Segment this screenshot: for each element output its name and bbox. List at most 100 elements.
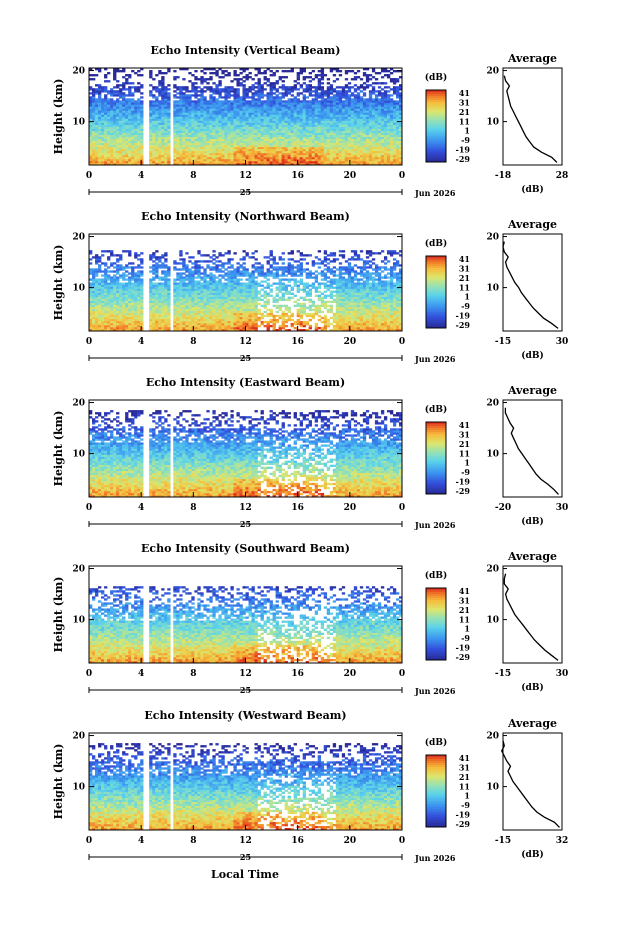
heatmap-cell (185, 150, 189, 154)
heatmap-cell (281, 80, 285, 83)
heatmap-cell (188, 140, 192, 144)
heatmap-cell (194, 96, 198, 99)
heatmap-cell (101, 122, 105, 125)
heatmap-cell (242, 158, 246, 162)
heatmap-cell (98, 152, 102, 156)
heatmap-cell (221, 118, 225, 121)
heatmap-cell (167, 138, 171, 142)
heatmap-cell (122, 296, 126, 299)
heatmap-cell (134, 100, 138, 103)
heatmap-cell (389, 108, 394, 111)
heatmap-cell (224, 136, 228, 140)
heatmap-cell (314, 92, 319, 95)
heatmap-cell (293, 128, 297, 131)
heatmap-cell (371, 108, 376, 111)
heatmap-cell (323, 134, 328, 138)
heatmap-cell (116, 162, 120, 166)
heatmap-cell (98, 290, 102, 293)
heatmap-cell (323, 142, 328, 146)
heatmap-cell (329, 162, 334, 166)
heatmap-cell (290, 126, 294, 129)
heatmap-cell (251, 136, 255, 140)
heatmap-cell (398, 152, 403, 156)
heatmap-cell (194, 134, 198, 138)
heatmap-cell (158, 84, 162, 87)
heatmap-cell (383, 108, 388, 111)
heatmap-cell (101, 148, 105, 152)
heatmap-cell (194, 108, 198, 111)
heatmap-cell (326, 106, 331, 109)
heatmap-cell (161, 150, 165, 154)
heatmap-cell (95, 292, 99, 295)
heatmap-cell (173, 262, 177, 265)
heatmap-cell (155, 114, 159, 117)
heatmap-cell (293, 160, 297, 164)
heatmap-cell (386, 140, 391, 144)
heatmap-cell (362, 112, 367, 115)
heatmap-cell (266, 108, 270, 111)
heatmap-cell (230, 100, 234, 103)
heatmap-cell (161, 284, 165, 287)
heatmap-cell (161, 88, 165, 91)
heatmap-cell (167, 84, 171, 87)
heatmap-cell (257, 158, 261, 162)
heatmap-cell (215, 132, 219, 135)
heatmap-cell (356, 102, 361, 105)
heatmap-cell (341, 122, 346, 125)
heatmap-cell (149, 292, 153, 295)
heatmap-cell (173, 104, 177, 107)
heatmap-cell (95, 268, 99, 271)
heatmap-cell (242, 114, 246, 117)
heatmap-cell (125, 128, 129, 131)
heatmap-cell (287, 144, 291, 148)
heatmap-cell (275, 138, 279, 142)
heatmap-cell (230, 94, 234, 97)
heatmap-cell (338, 140, 343, 144)
heatmap-cell (278, 106, 282, 109)
heatmap-cell (290, 88, 294, 91)
heatmap-cell (371, 148, 376, 152)
heatmap-cell (260, 156, 264, 160)
heatmap-cell (122, 122, 126, 125)
heatmap-cell (329, 86, 334, 89)
heatmap-cell (104, 286, 108, 289)
heatmap-cell (95, 90, 99, 93)
heatmap-cell (242, 138, 246, 142)
heatmap-cell (110, 104, 114, 107)
heatmap-cell (221, 136, 225, 140)
heatmap-cell (377, 98, 382, 101)
heatmap-cell (101, 278, 105, 281)
heatmap-cell (275, 90, 279, 93)
heatmap-cell (383, 138, 388, 142)
heatmap-cell (137, 148, 141, 152)
heatmap-cell (347, 156, 352, 160)
heatmap-cell (302, 132, 306, 135)
heatmap-cell (395, 94, 400, 97)
heatmap-cell (158, 146, 162, 150)
heatmap-cell (257, 106, 261, 109)
heatmap-cell (152, 292, 156, 295)
heatmap-cell (164, 120, 168, 123)
heatmap-cell (89, 86, 93, 89)
heatmap-cell (125, 104, 129, 107)
heatmap-cell (116, 118, 120, 121)
heatmap-cell (116, 300, 120, 304)
heatmap-cell (227, 132, 231, 135)
heatmap-cell (113, 116, 117, 119)
heatmap-cell (257, 132, 261, 135)
heatmap-cell (230, 90, 234, 93)
heatmap-cell (254, 98, 258, 101)
heatmap-cell (233, 78, 237, 81)
heatmap-cell (362, 88, 367, 91)
heatmap-cell (206, 150, 210, 154)
heatmap-cell (272, 152, 276, 156)
heatmap-cell (176, 160, 180, 164)
heatmap-cell (398, 112, 403, 115)
heatmap-cell (185, 128, 189, 131)
heatmap-cell (254, 154, 258, 158)
heatmap-cell (296, 120, 300, 123)
heatmap-cell (200, 148, 204, 152)
heatmap-cell (272, 108, 276, 111)
heatmap-cell (173, 316, 177, 320)
heatmap-cell (131, 316, 135, 320)
